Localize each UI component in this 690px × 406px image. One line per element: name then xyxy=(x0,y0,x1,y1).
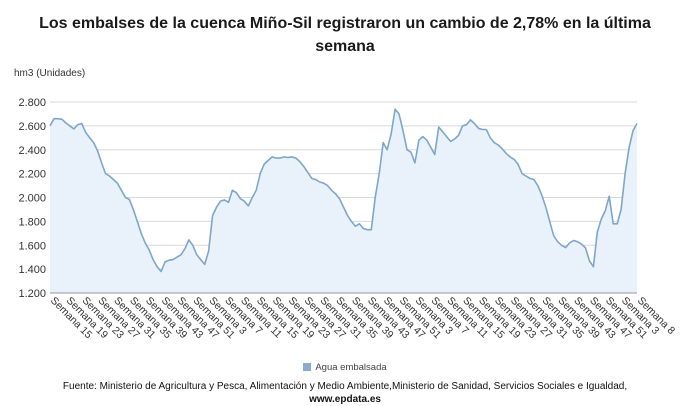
legend-swatch xyxy=(303,363,312,371)
y-tick-labels: 1.200 1.400 1.600 1.800 2.000 2.200 2.400 2.600… xyxy=(18,97,46,300)
y-tick-label: 2.000 xyxy=(18,193,46,205)
y-axis-unit-label: hm3 (Unidades) xyxy=(14,68,86,79)
series-line-agua-embalsada xyxy=(49,108,638,273)
y-tick-label: 2.200 xyxy=(18,169,46,181)
series-area-agua-embalsada xyxy=(50,109,637,293)
y-tick-label: 1.600 xyxy=(18,240,46,252)
source-note: Fuente: Ministerio de Agricultura y Pesc… xyxy=(0,380,690,406)
y-tick-label: 1.200 xyxy=(18,288,46,300)
source-text: Fuente: Ministerio de Agricultura y Pesc… xyxy=(62,381,628,392)
chart-title: Los embalses de la cuenca Miño-Sil regis… xyxy=(39,15,651,55)
y-tick-label: 2.600 xyxy=(18,121,46,133)
legend: Agua embalsada xyxy=(0,362,690,373)
source-url: www.epdata.es xyxy=(309,394,381,405)
y-tick-label: 2.400 xyxy=(18,145,46,157)
y-tick-label: 2.800 xyxy=(18,97,46,109)
legend-label: Agua embalsada xyxy=(315,362,387,373)
y-tick-label: 1.400 xyxy=(18,264,46,276)
y-tick-label: 1.800 xyxy=(18,216,46,228)
